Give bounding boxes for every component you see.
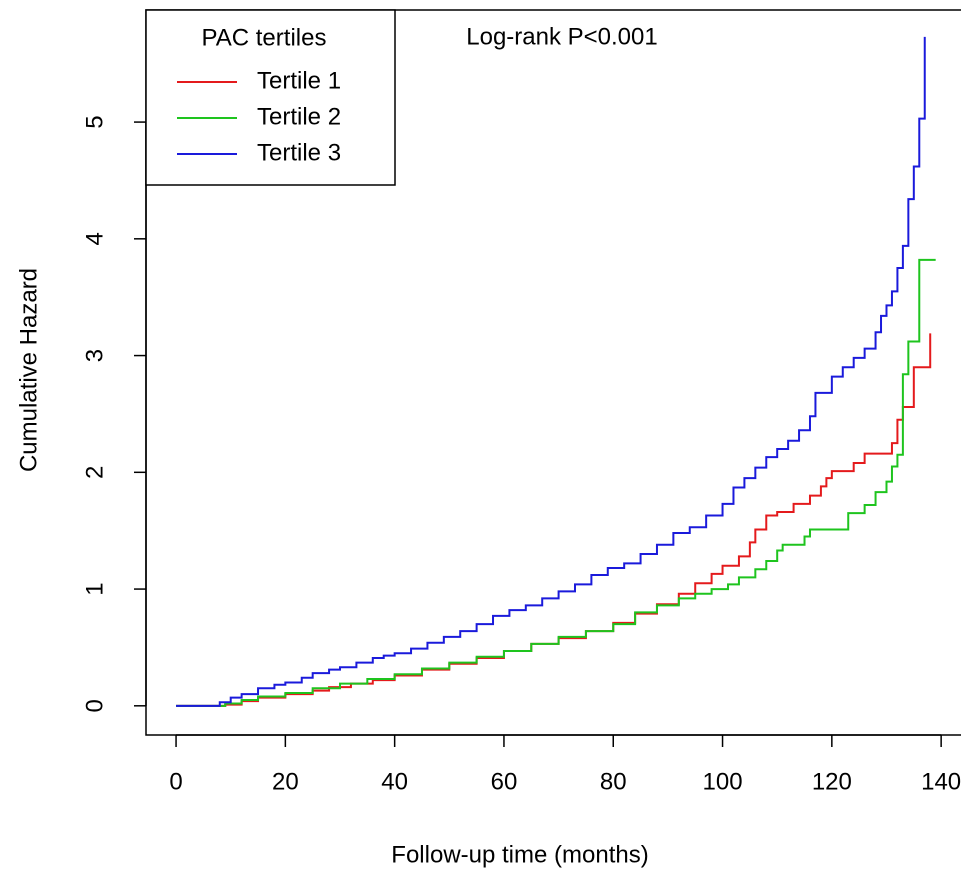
y-tick-label: 3 (81, 349, 108, 362)
x-tick-label: 140 (921, 768, 961, 795)
x-tick-label: 120 (812, 768, 852, 795)
y-tick-label: 2 (81, 466, 108, 479)
x-tick-label: 40 (381, 768, 408, 795)
hazard-line (176, 258, 936, 707)
y-tick-label: 1 (81, 582, 108, 595)
x-axis-label: Follow-up time (months) (391, 841, 648, 868)
legend-title: PAC tertiles (202, 24, 327, 51)
y-tick-label: 5 (81, 115, 108, 128)
y-tick-label: 4 (81, 232, 108, 245)
annotation: Log-rank P<0.001 (466, 23, 657, 50)
x-tick-label: 60 (491, 768, 518, 795)
legend-label: Tertile 1 (257, 67, 341, 94)
legend-label: Tertile 3 (257, 139, 341, 166)
x-tick-label: 20 (272, 768, 299, 795)
legend-box (145, 9, 396, 186)
x-tick-label: 0 (169, 768, 182, 795)
hazard-line (176, 36, 926, 707)
hazard-line (176, 333, 932, 707)
x-tick-label: 80 (600, 768, 627, 795)
y-tick-label: 0 (81, 699, 108, 712)
legend-label: Tertile 2 (257, 103, 341, 130)
y-axis-label: Cumulative Hazard (15, 268, 42, 472)
x-tick-label: 100 (703, 768, 743, 795)
